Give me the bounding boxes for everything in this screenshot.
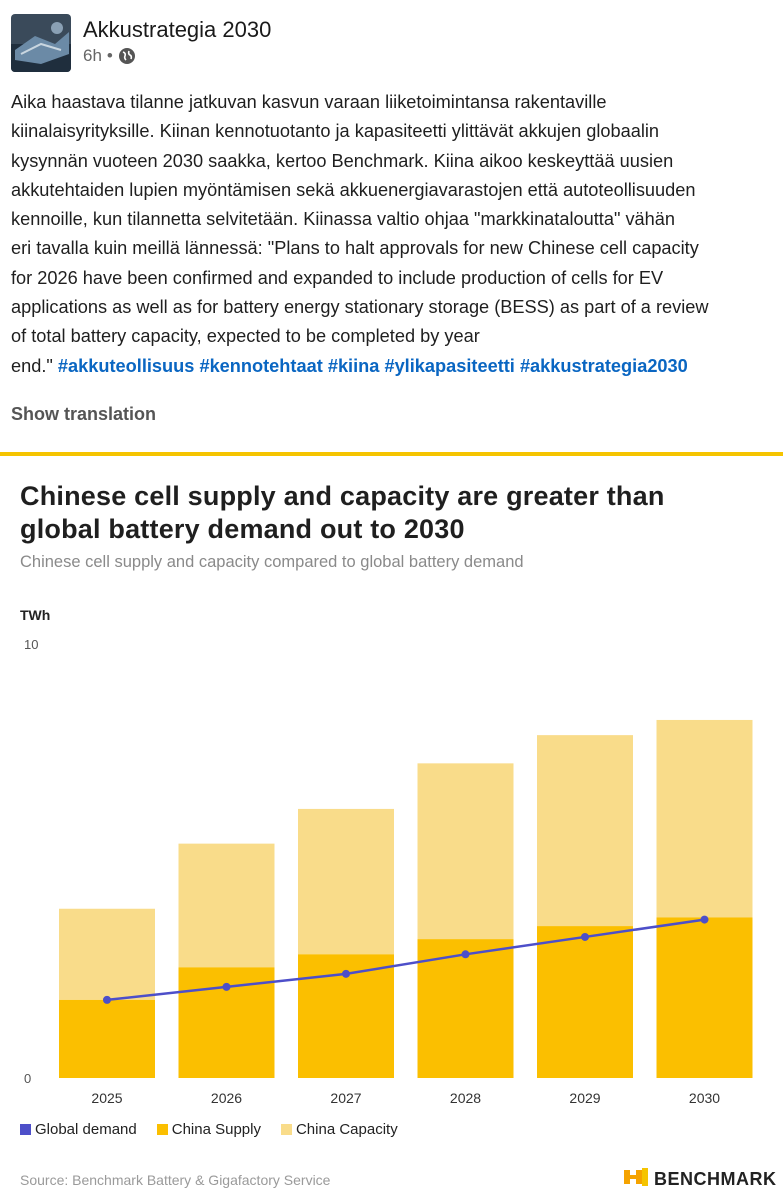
chart-title-line: Chinese cell supply and capacity are gre… xyxy=(20,481,665,511)
bar-china-supply xyxy=(59,999,155,1078)
bar-china-supply xyxy=(417,939,514,1078)
bar-china-capacity xyxy=(537,735,633,927)
brand-name: BENCHMARK xyxy=(654,1169,777,1189)
post-line: eri tavalla kuin meillä lännessä: "Plans… xyxy=(11,238,699,259)
legend-item-demand: Global demand xyxy=(20,1121,137,1138)
hashtag-link[interactable]: #kennotehtaat xyxy=(199,355,323,376)
post-last-line: end." #akkuteollisuus #kennotehtaat #kii… xyxy=(11,352,783,381)
y-axis-unit-label: TWh xyxy=(20,607,51,623)
chart-source: Source: Benchmark Battery & Gigafactory … xyxy=(20,1172,331,1188)
point-global-demand xyxy=(700,915,709,924)
brand-logo: BENCHMARK xyxy=(622,1166,777,1193)
bar-china-capacity xyxy=(59,908,155,1000)
line-global-demand xyxy=(106,918,705,1002)
post-line-end: end." xyxy=(11,355,53,376)
bar-china-capacity xyxy=(417,763,514,940)
chart-title-line: global battery demand out to 2030 xyxy=(20,514,465,544)
chart-subtitle: Chinese cell supply and capacity compare… xyxy=(20,553,524,571)
point-global-demand xyxy=(461,950,470,959)
post-text: Aika haastava tilanne jatkuvan kasvun va… xyxy=(11,88,783,381)
chart-legend: Global demand China Supply China Capacit… xyxy=(20,1121,398,1138)
chart-title: Chinese cell supply and capacity are gre… xyxy=(20,480,780,546)
post-line: of total battery capacity, expected to b… xyxy=(11,326,480,347)
legend-swatch-demand xyxy=(20,1124,31,1135)
image-top-border xyxy=(0,452,783,456)
post-line: for 2026 have been confirmed and expande… xyxy=(11,267,664,288)
point-global-demand xyxy=(103,995,111,1004)
bar-china-capacity xyxy=(178,843,275,968)
hashtag-link[interactable]: #ylikapasiteetti xyxy=(384,355,515,376)
post-line: kysynnän vuoteen 2030 saakka, kertoo Ben… xyxy=(11,150,674,171)
x-tick-label: 2026 xyxy=(211,1090,242,1106)
legend-item-capacity: China Capacity xyxy=(280,1121,398,1138)
post-line: applications as well as for battery ener… xyxy=(11,297,709,318)
legend-item-supply: China Supply xyxy=(156,1121,261,1138)
author-name[interactable]: Akkustrategia 2030 xyxy=(83,17,272,42)
bar-china-supply xyxy=(537,926,633,1078)
x-tick-label: 2029 xyxy=(569,1090,600,1106)
point-global-demand xyxy=(581,932,589,941)
x-tick-label: 2028 xyxy=(450,1090,481,1106)
post-line: akkutehtaiden lupien myöntämisen sekä ak… xyxy=(11,179,696,200)
point-global-demand xyxy=(342,969,350,978)
show-translation-link[interactable]: Show translation xyxy=(11,404,157,424)
post-line: kennoille, kun tilannetta selvitetään. K… xyxy=(11,209,676,230)
hashtag-link[interactable]: #kiina xyxy=(327,355,380,376)
x-tick-label: 2027 xyxy=(330,1090,361,1106)
legend-label-supply: China Supply xyxy=(171,1121,261,1138)
legend-swatch-supply xyxy=(156,1124,168,1135)
x-tick-label: 2030 xyxy=(689,1090,720,1106)
post-header: Akkustrategia 2030 6h • xyxy=(11,14,771,74)
globe-icon xyxy=(118,47,136,65)
avatar[interactable] xyxy=(11,14,71,72)
post-meta: 6h • xyxy=(83,46,136,66)
legend-label-capacity: China Capacity xyxy=(295,1121,398,1138)
hashtag-link[interactable]: #akkustrategia2030 xyxy=(519,355,688,376)
legend-swatch-capacity xyxy=(280,1124,292,1135)
meta-separator: • xyxy=(106,46,113,65)
chart-plot: 10 0 2025 2026 2027 2028 2029 2030 xyxy=(24,637,753,1106)
x-tick-label: 2025 xyxy=(91,1090,122,1106)
legend-label-demand: Global demand xyxy=(35,1121,137,1138)
bar-china-capacity xyxy=(298,808,394,955)
point-global-demand xyxy=(222,982,231,991)
y-tick-label: 0 xyxy=(24,1071,31,1086)
post-line: kiinalaisyrityksille. Kiinan kennotuotan… xyxy=(11,121,660,142)
post-time: 6h xyxy=(83,46,102,65)
bar-china-capacity xyxy=(656,719,753,918)
y-tick-label: 10 xyxy=(24,637,38,652)
hashtag-link[interactable]: #akkuteollisuus xyxy=(57,355,195,376)
benchmark-logo-icon xyxy=(622,1166,650,1193)
bar-china-supply xyxy=(656,917,753,1078)
post-line: Aika haastava tilanne jatkuvan kasvun va… xyxy=(11,92,607,112)
